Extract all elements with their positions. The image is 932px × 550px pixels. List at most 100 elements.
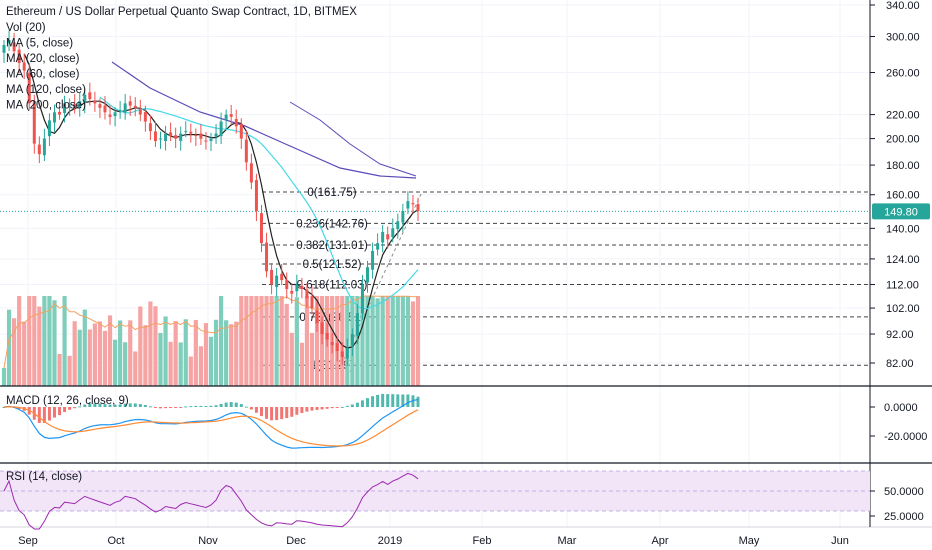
macd-histogram-bar — [148, 406, 152, 408]
candle-body — [345, 348, 349, 359]
macd-histogram-bar — [113, 404, 117, 407]
main-pane[interactable] — [0, 0, 870, 386]
candle-body — [204, 140, 208, 142]
volume-bar — [234, 321, 239, 386]
candle-body — [128, 101, 132, 106]
volume-bar — [72, 321, 77, 386]
volume-bar — [143, 325, 148, 386]
candle-body — [376, 243, 380, 250]
macd-histogram-bar — [204, 406, 208, 408]
candle-body — [174, 135, 178, 139]
candle-body — [138, 109, 142, 115]
indicator-legend-item[interactable]: MA (20, close) — [6, 53, 80, 65]
macd-histogram-bar — [270, 407, 274, 421]
time-tick-label: May — [739, 535, 760, 547]
macd-pane[interactable] — [2, 393, 420, 449]
candle-body — [381, 231, 385, 243]
price-axis[interactable]: 340.00 300.00 260.00 220.00 200.00 180.00 160.… — [870, 0, 920, 370]
macd-histogram-bar — [214, 405, 218, 407]
candle-body — [42, 138, 46, 156]
price-tick-label: 220.00 — [886, 110, 920, 122]
price-tick-label: 160.00 — [886, 190, 920, 202]
rsi-pane[interactable] — [0, 470, 870, 530]
volume-bar — [340, 296, 345, 386]
candle-body — [315, 310, 319, 324]
fib-trend-line[interactable] — [340, 191, 423, 366]
indicator-legend-item[interactable]: MA (60, close) — [6, 69, 80, 81]
candle-body — [169, 132, 173, 137]
candle-body — [214, 133, 218, 137]
candle-body — [199, 133, 203, 139]
volume-bar — [385, 296, 390, 386]
fib-level-label: 0.5(121.52) — [303, 259, 362, 271]
candle-body — [93, 100, 97, 104]
candle-body — [68, 105, 72, 107]
macd-histogram-bar — [350, 404, 354, 407]
volume-bar — [112, 339, 118, 386]
indicator-legend-item[interactable]: MA (120, close) — [6, 84, 86, 96]
macd-histogram-bar — [83, 404, 87, 407]
macd-histogram-bar — [123, 403, 127, 407]
volume-bar — [67, 355, 72, 386]
macd-histogram-bar — [224, 402, 228, 407]
macd-histogram-bar — [234, 402, 238, 407]
volume-bar — [299, 342, 304, 386]
candle-body — [12, 42, 16, 52]
last-price-label: 149.80 — [884, 206, 918, 218]
volume-bar — [128, 320, 133, 386]
macd-histogram-bar — [315, 407, 319, 410]
macd-histogram-bar — [254, 407, 258, 413]
macd-histogram-bar — [103, 404, 107, 407]
macd-histogram-bar — [330, 407, 334, 409]
indicator-legend-item[interactable]: MA (200, close) — [6, 100, 86, 112]
candle-body — [275, 275, 279, 288]
price-tick-label: 140.00 — [886, 223, 920, 235]
rsi-title[interactable]: RSI (14, close) — [6, 471, 82, 483]
chart-title[interactable]: Ethereum / US Dollar Perpetual Quanto Sw… — [6, 6, 357, 18]
macd-title[interactable]: MACD (12, 26, close, 9) — [6, 395, 129, 407]
macd-histogram-bar — [335, 407, 339, 408]
macd-histogram-bar — [209, 405, 213, 407]
time-tick-label: 2019 — [378, 535, 402, 547]
macd-axis[interactable]: 0.0000 -20.0000 — [870, 402, 927, 443]
candle-body — [78, 101, 82, 108]
macd-histogram-bar — [305, 407, 309, 412]
macd-histogram-bar — [366, 398, 370, 407]
macd-histogram-bar — [138, 404, 142, 407]
macd-histogram-bar — [396, 394, 400, 407]
candle-body — [350, 334, 354, 346]
price-tick-label: 260.00 — [886, 68, 920, 80]
candle-body — [325, 332, 329, 340]
macd-histogram-bar — [93, 403, 97, 407]
volume-bar — [173, 321, 178, 386]
macd-histogram-bar — [133, 403, 137, 407]
time-tick-label: Jun — [831, 535, 849, 547]
macd-histogram-bar — [340, 406, 344, 408]
macd-histogram-bar — [143, 405, 147, 407]
candle-body — [265, 242, 269, 272]
candle-body — [244, 139, 248, 163]
candle-body — [133, 105, 137, 108]
volume-bar — [405, 296, 410, 386]
price-tick-label: 102.00 — [886, 303, 920, 315]
fib-level-label: 0.618(112.03) — [297, 279, 368, 291]
macd-histogram-bar — [128, 403, 132, 407]
rsi-axis[interactable]: 50.0000 25.0000 — [870, 486, 924, 523]
indicator-legend[interactable]: Vol (20) MA (5, close) MA (20, close) MA (6… — [6, 22, 86, 112]
candle-body — [88, 92, 92, 100]
candle-body — [22, 62, 26, 71]
volume-bar — [360, 296, 365, 386]
candle-body — [259, 213, 263, 244]
macd-histogram-bar — [78, 406, 82, 408]
volume-bar — [370, 296, 375, 386]
macd-histogram-bar — [179, 407, 183, 408]
candle-body — [108, 114, 112, 117]
volume-bar — [178, 342, 183, 386]
indicator-legend-item[interactable]: Vol (20) — [6, 22, 46, 34]
time-axis[interactable]: Sep Oct Nov Dec 2019 Feb Mar Apr May Jun — [18, 535, 849, 547]
macd-histogram-bar — [73, 407, 77, 409]
candle-body — [411, 203, 415, 205]
indicator-legend-item[interactable]: MA (5, close) — [6, 38, 73, 50]
candle-body — [194, 134, 198, 137]
candle-body — [290, 290, 294, 294]
